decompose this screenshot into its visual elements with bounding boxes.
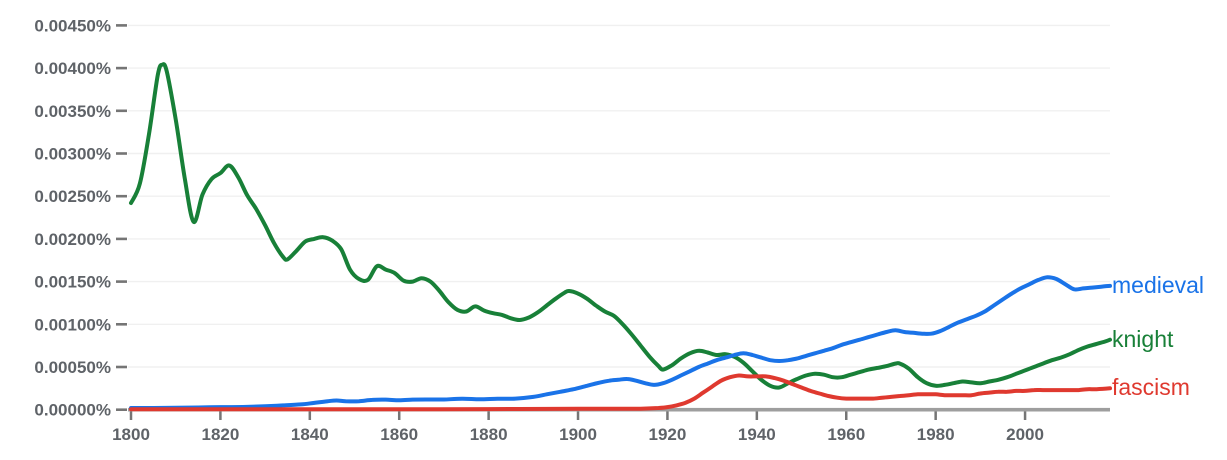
y-tick-label: 0.00300% <box>34 145 111 164</box>
y-tick <box>116 280 127 283</box>
x-tick-label: 1800 <box>112 425 150 444</box>
series-label-medieval[interactable]: medieval <box>1112 271 1205 298</box>
x-tick <box>308 411 312 420</box>
x-tick-label: 1880 <box>470 425 508 444</box>
x-tick <box>576 411 580 420</box>
y-tick <box>116 408 127 411</box>
y-tick-label: 0.00200% <box>34 230 111 249</box>
y-tick <box>116 109 127 113</box>
y-tick-label: 0.00050% <box>34 358 111 377</box>
y-tick-label: 0.00450% <box>34 16 111 35</box>
x-tick-label: 1920 <box>649 425 687 444</box>
x-tick-label: 2000 <box>1006 425 1044 444</box>
series-label-fascism[interactable]: fascism <box>1112 374 1190 401</box>
y-tick-label: 0.00250% <box>34 187 111 206</box>
x-tick <box>845 411 848 420</box>
x-tick <box>129 411 133 420</box>
y-tick <box>116 66 127 70</box>
series-line-medieval[interactable] <box>129 275 1112 410</box>
y-tick <box>116 194 127 198</box>
x-tick <box>755 411 759 420</box>
x-tick <box>219 411 222 420</box>
x-tick-label: 1980 <box>917 425 955 444</box>
x-tick-label: 1860 <box>380 425 418 444</box>
y-tick <box>116 323 127 326</box>
y-tick <box>116 237 127 241</box>
x-tick-label: 1960 <box>827 425 865 444</box>
y-tick <box>116 24 127 27</box>
series-line-knight[interactable] <box>129 62 1112 390</box>
x-tick-label: 1840 <box>291 425 329 444</box>
y-tick <box>116 152 127 155</box>
x-tick-label: 1900 <box>559 425 597 444</box>
x-tick <box>934 411 937 420</box>
x-tick-label: 1940 <box>738 425 776 444</box>
y-tick-label: 0.00350% <box>34 102 111 121</box>
y-tick-label: 0.00100% <box>34 315 111 334</box>
x-tick <box>1023 411 1027 420</box>
x-tick-label: 1820 <box>201 425 239 444</box>
y-tick <box>116 365 127 369</box>
y-tick-label: 0.00150% <box>34 273 111 292</box>
x-tick <box>666 411 669 420</box>
y-tick-label: 0.00400% <box>34 59 111 78</box>
series-label-knight[interactable]: knight <box>1112 325 1174 352</box>
y-tick-label: 0.00000% <box>34 401 111 420</box>
x-tick <box>397 411 401 420</box>
x-tick <box>487 411 490 420</box>
series-line-fascism[interactable] <box>129 373 1112 412</box>
